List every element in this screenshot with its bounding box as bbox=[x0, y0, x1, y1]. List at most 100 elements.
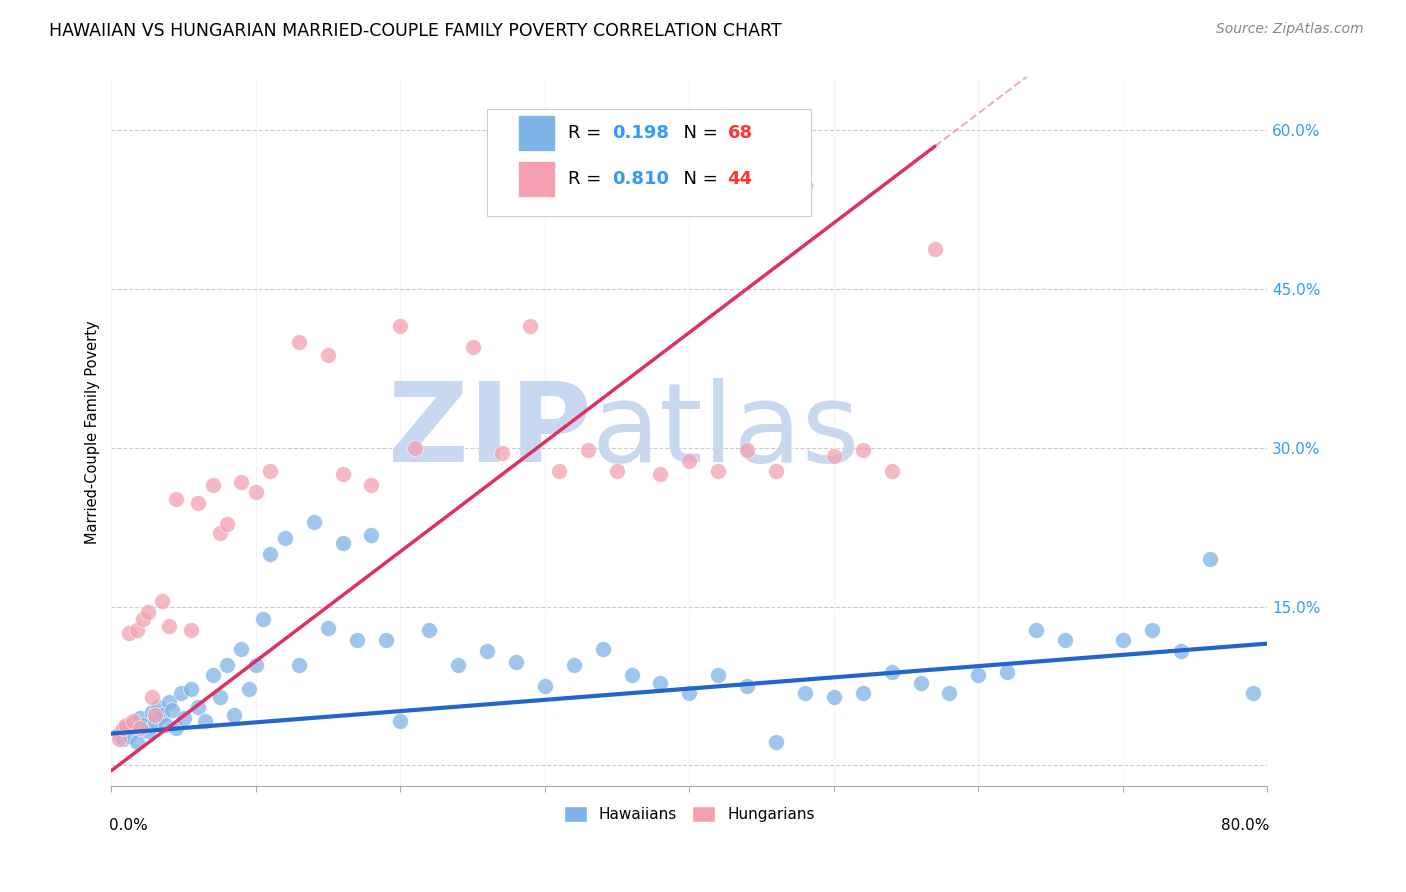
Point bbox=[880, 464, 903, 478]
Point bbox=[231, 641, 253, 656]
Text: 80.0%: 80.0% bbox=[1222, 818, 1270, 833]
Point bbox=[201, 478, 224, 492]
Point bbox=[735, 679, 758, 693]
Point bbox=[995, 665, 1018, 680]
Point bbox=[592, 641, 614, 656]
Point bbox=[122, 716, 145, 731]
Text: N =: N = bbox=[672, 125, 724, 143]
Text: 0.198: 0.198 bbox=[612, 125, 669, 143]
Point bbox=[165, 721, 187, 735]
Point bbox=[938, 686, 960, 700]
Text: R =: R = bbox=[568, 169, 607, 188]
Point bbox=[576, 442, 599, 457]
FancyBboxPatch shape bbox=[519, 117, 554, 151]
Point bbox=[274, 531, 297, 545]
Point bbox=[165, 491, 187, 506]
Point bbox=[360, 527, 382, 541]
Text: Source: ZipAtlas.com: Source: ZipAtlas.com bbox=[1216, 22, 1364, 37]
Point bbox=[146, 700, 169, 714]
Point bbox=[678, 686, 700, 700]
Point bbox=[316, 348, 339, 362]
Point bbox=[288, 334, 311, 349]
Point bbox=[245, 657, 267, 672]
Point bbox=[823, 450, 845, 464]
Point bbox=[606, 464, 628, 478]
Text: 0.810: 0.810 bbox=[612, 169, 669, 188]
Point bbox=[224, 707, 246, 722]
Point bbox=[823, 690, 845, 704]
Point bbox=[707, 668, 730, 682]
Point bbox=[765, 735, 787, 749]
Point bbox=[1054, 633, 1077, 648]
Point bbox=[118, 729, 141, 743]
Point bbox=[141, 706, 163, 720]
Point bbox=[389, 714, 412, 728]
Point bbox=[238, 682, 260, 697]
Text: R =: R = bbox=[568, 125, 607, 143]
Point bbox=[765, 464, 787, 478]
Point bbox=[491, 446, 513, 460]
Point bbox=[118, 626, 141, 640]
Point bbox=[707, 464, 730, 478]
Point bbox=[288, 657, 311, 672]
Point bbox=[678, 453, 700, 467]
Point bbox=[924, 242, 946, 256]
Point bbox=[418, 623, 440, 637]
Point bbox=[259, 464, 281, 478]
Point bbox=[170, 686, 193, 700]
Point bbox=[548, 464, 571, 478]
Point bbox=[122, 714, 145, 728]
Point bbox=[967, 668, 990, 682]
Point bbox=[180, 623, 202, 637]
Text: 68: 68 bbox=[727, 125, 752, 143]
Point bbox=[562, 657, 585, 672]
Point bbox=[150, 594, 173, 608]
Text: N =: N = bbox=[672, 169, 724, 188]
Point bbox=[332, 467, 354, 482]
Point bbox=[157, 695, 180, 709]
Point bbox=[180, 682, 202, 697]
Point bbox=[259, 547, 281, 561]
Point bbox=[141, 690, 163, 704]
Point bbox=[107, 731, 129, 746]
Point bbox=[127, 735, 149, 749]
Point bbox=[129, 721, 152, 735]
Point bbox=[316, 621, 339, 635]
Point bbox=[1112, 633, 1135, 648]
Point bbox=[534, 679, 557, 693]
Point bbox=[155, 718, 177, 732]
Point bbox=[332, 536, 354, 550]
Point bbox=[389, 319, 412, 334]
Point bbox=[127, 623, 149, 637]
Point bbox=[136, 605, 159, 619]
Point bbox=[1025, 623, 1047, 637]
Point bbox=[187, 700, 209, 714]
Y-axis label: Married-Couple Family Poverty: Married-Couple Family Poverty bbox=[86, 320, 100, 544]
Point bbox=[194, 714, 217, 728]
Point bbox=[208, 525, 231, 540]
Point bbox=[519, 319, 541, 334]
Point bbox=[245, 485, 267, 500]
Point bbox=[150, 707, 173, 722]
Point bbox=[160, 703, 183, 717]
Point bbox=[475, 644, 498, 658]
Point bbox=[1140, 623, 1163, 637]
Point bbox=[136, 724, 159, 739]
Text: HAWAIIAN VS HUNGARIAN MARRIED-COUPLE FAMILY POVERTY CORRELATION CHART: HAWAIIAN VS HUNGARIAN MARRIED-COUPLE FAM… bbox=[49, 22, 782, 40]
Text: 0.0%: 0.0% bbox=[110, 818, 148, 833]
Point bbox=[215, 657, 238, 672]
Point bbox=[360, 478, 382, 492]
Point bbox=[115, 721, 138, 735]
Point bbox=[143, 714, 166, 728]
FancyBboxPatch shape bbox=[486, 110, 811, 216]
Point bbox=[852, 686, 875, 700]
Point bbox=[794, 178, 817, 193]
Point bbox=[143, 707, 166, 722]
Text: 44: 44 bbox=[727, 169, 752, 188]
Point bbox=[201, 668, 224, 682]
Point bbox=[132, 718, 155, 732]
Point bbox=[208, 690, 231, 704]
Point bbox=[252, 612, 274, 626]
Legend: Hawaiians, Hungarians: Hawaiians, Hungarians bbox=[558, 800, 821, 829]
Text: ZIP: ZIP bbox=[388, 378, 591, 485]
